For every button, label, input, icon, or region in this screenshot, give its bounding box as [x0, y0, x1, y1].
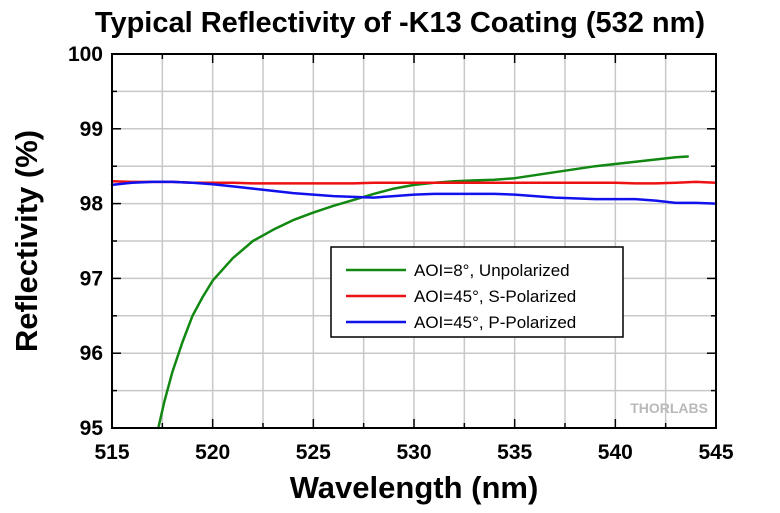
y-tick-label: 96	[80, 342, 103, 365]
x-axis-label: Wavelength (nm)	[290, 470, 539, 505]
legend-label: AOI=8°, Unpolarized	[414, 261, 570, 280]
plot-frame	[111, 53, 717, 429]
x-tick-label: 530	[396, 441, 431, 464]
x-tick-labels: 515 520 525 530 535 540 545	[94, 441, 733, 464]
series-line	[110, 180, 718, 205]
series-line	[157, 155, 690, 430]
y-tick-label: 98	[80, 193, 104, 216]
chart-title: Typical Reflectivity of -K13 Coating (53…	[95, 7, 705, 39]
y-axis-label: Reflectivity (%)	[9, 130, 44, 352]
legend-label: AOI=45°, S-Polarized	[414, 287, 576, 306]
x-tick-label: 520	[195, 441, 230, 464]
x-tick-label: 540	[598, 441, 633, 464]
x-tick-label: 545	[698, 441, 733, 464]
x-tick-label: 515	[94, 441, 129, 464]
legend: AOI=8°, Unpolarized AOI=45°, S-Polarized A…	[330, 246, 624, 338]
y-tick-label: 97	[80, 267, 103, 290]
y-tick-labels: 95 96 97 98 99 100	[68, 43, 103, 440]
x-tick-label: 535	[497, 441, 532, 464]
legend-label: AOI=45°, P-Polarized	[414, 313, 576, 332]
y-tick-label: 95	[80, 417, 104, 440]
y-tick-label: 99	[80, 118, 103, 141]
series-line	[110, 179, 718, 185]
watermark: THORLABS	[630, 400, 708, 416]
y-tick-label: 100	[68, 43, 103, 66]
plot-series	[110, 155, 718, 430]
x-tick-label: 525	[296, 441, 331, 464]
